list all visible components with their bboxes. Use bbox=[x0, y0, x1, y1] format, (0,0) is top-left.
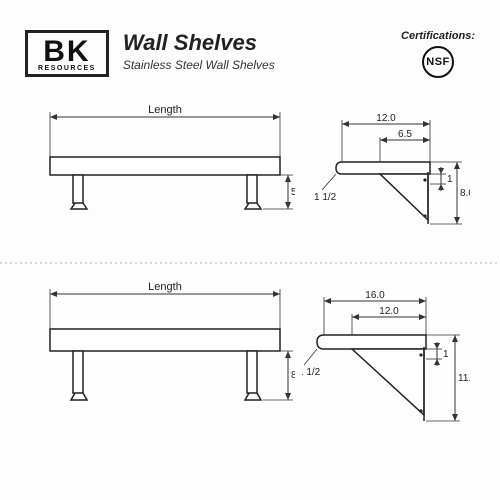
brand-logo: BK RESOURCES bbox=[25, 30, 109, 77]
svg-text:1: 1 bbox=[443, 349, 449, 360]
svg-text:Length: Length bbox=[148, 281, 182, 293]
page-title: Wall Shelves bbox=[123, 30, 275, 56]
svg-text:11.5: 11.5 bbox=[458, 373, 470, 384]
svg-text:6.5: 6.5 bbox=[398, 129, 412, 140]
logo-main: BK bbox=[38, 37, 96, 67]
svg-text:12.0: 12.0 bbox=[379, 306, 399, 317]
svg-text:1 1/2: 1 1/2 bbox=[302, 367, 321, 378]
svg-text:5.0: 5.0 bbox=[291, 187, 295, 198]
title-block: Wall Shelves Stainless Steel Wall Shelve… bbox=[123, 30, 275, 72]
svg-text:12.0: 12.0 bbox=[376, 113, 396, 124]
diagram-row-2: Length 8.5 16.0 12.0 bbox=[0, 264, 500, 439]
header: BK RESOURCES Wall Shelves Stainless Stee… bbox=[0, 0, 500, 87]
front-view-1: Length 5.0 bbox=[35, 97, 295, 252]
svg-text:8.0: 8.0 bbox=[460, 188, 470, 199]
certifications: Certifications: NSF bbox=[401, 30, 475, 78]
side-view-2: 16.0 12.0 1 1/2 1 11.5 bbox=[302, 289, 470, 454]
cert-label: Certifications: bbox=[401, 30, 475, 42]
svg-text:1 1/2: 1 1/2 bbox=[314, 192, 337, 203]
svg-text:Length: Length bbox=[148, 104, 182, 116]
diagram-row-1: Length 5.0 12.0 bbox=[0, 87, 500, 262]
front-view-2: Length 8.5 bbox=[35, 274, 295, 439]
page-subtitle: Stainless Steel Wall Shelves bbox=[123, 58, 275, 72]
svg-text:8.5: 8.5 bbox=[291, 370, 295, 381]
nsf-badge-icon: NSF bbox=[422, 46, 454, 78]
logo-sub: RESOURCES bbox=[38, 65, 96, 72]
svg-text:1: 1 bbox=[447, 174, 453, 185]
side-view-1: 12.0 6.5 1 1/2 1 bbox=[310, 112, 470, 257]
svg-text:16.0: 16.0 bbox=[365, 290, 385, 301]
